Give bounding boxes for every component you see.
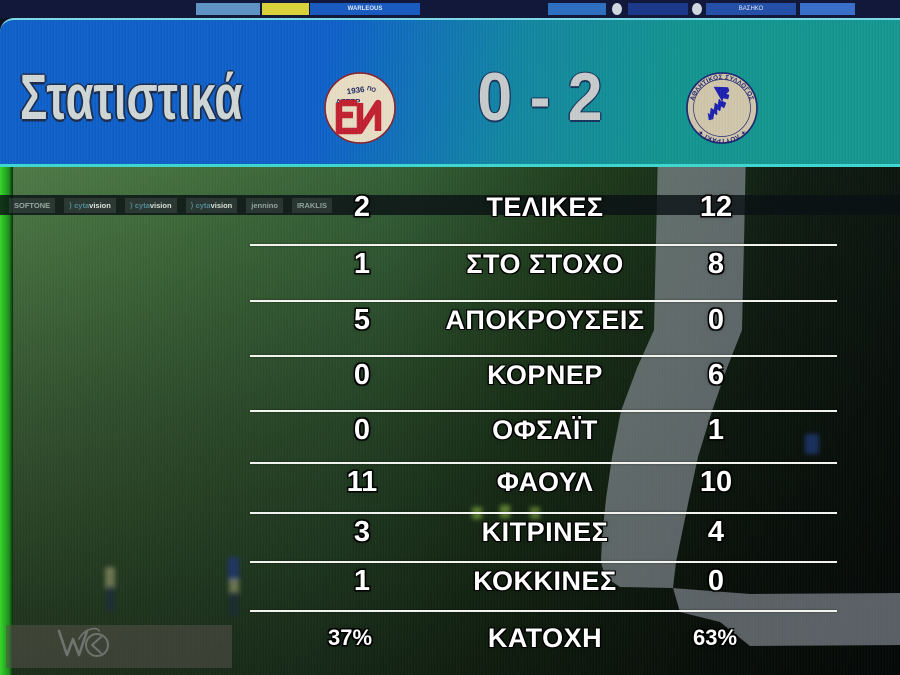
svg-text:ΑΘΛΗΤΙΚΟΣ ΣΥΛΛΟΓΟΣ: ΑΘΛΗΤΙΚΟΣ ΣΥΛΛΟΓΟΣ: [689, 74, 755, 102]
svg-text:✦ ΛΟΥΤΡΑΚΙ ✦: ✦ ΛΟΥΤΡΑΚΙ ✦: [697, 128, 747, 144]
svg-text:1936: 1936: [346, 85, 365, 96]
svg-text:ΑΣΤΕΡ: ΑΣΤΕΡ: [336, 97, 361, 106]
svg-text:ΠΟ: ΠΟ: [366, 86, 377, 94]
